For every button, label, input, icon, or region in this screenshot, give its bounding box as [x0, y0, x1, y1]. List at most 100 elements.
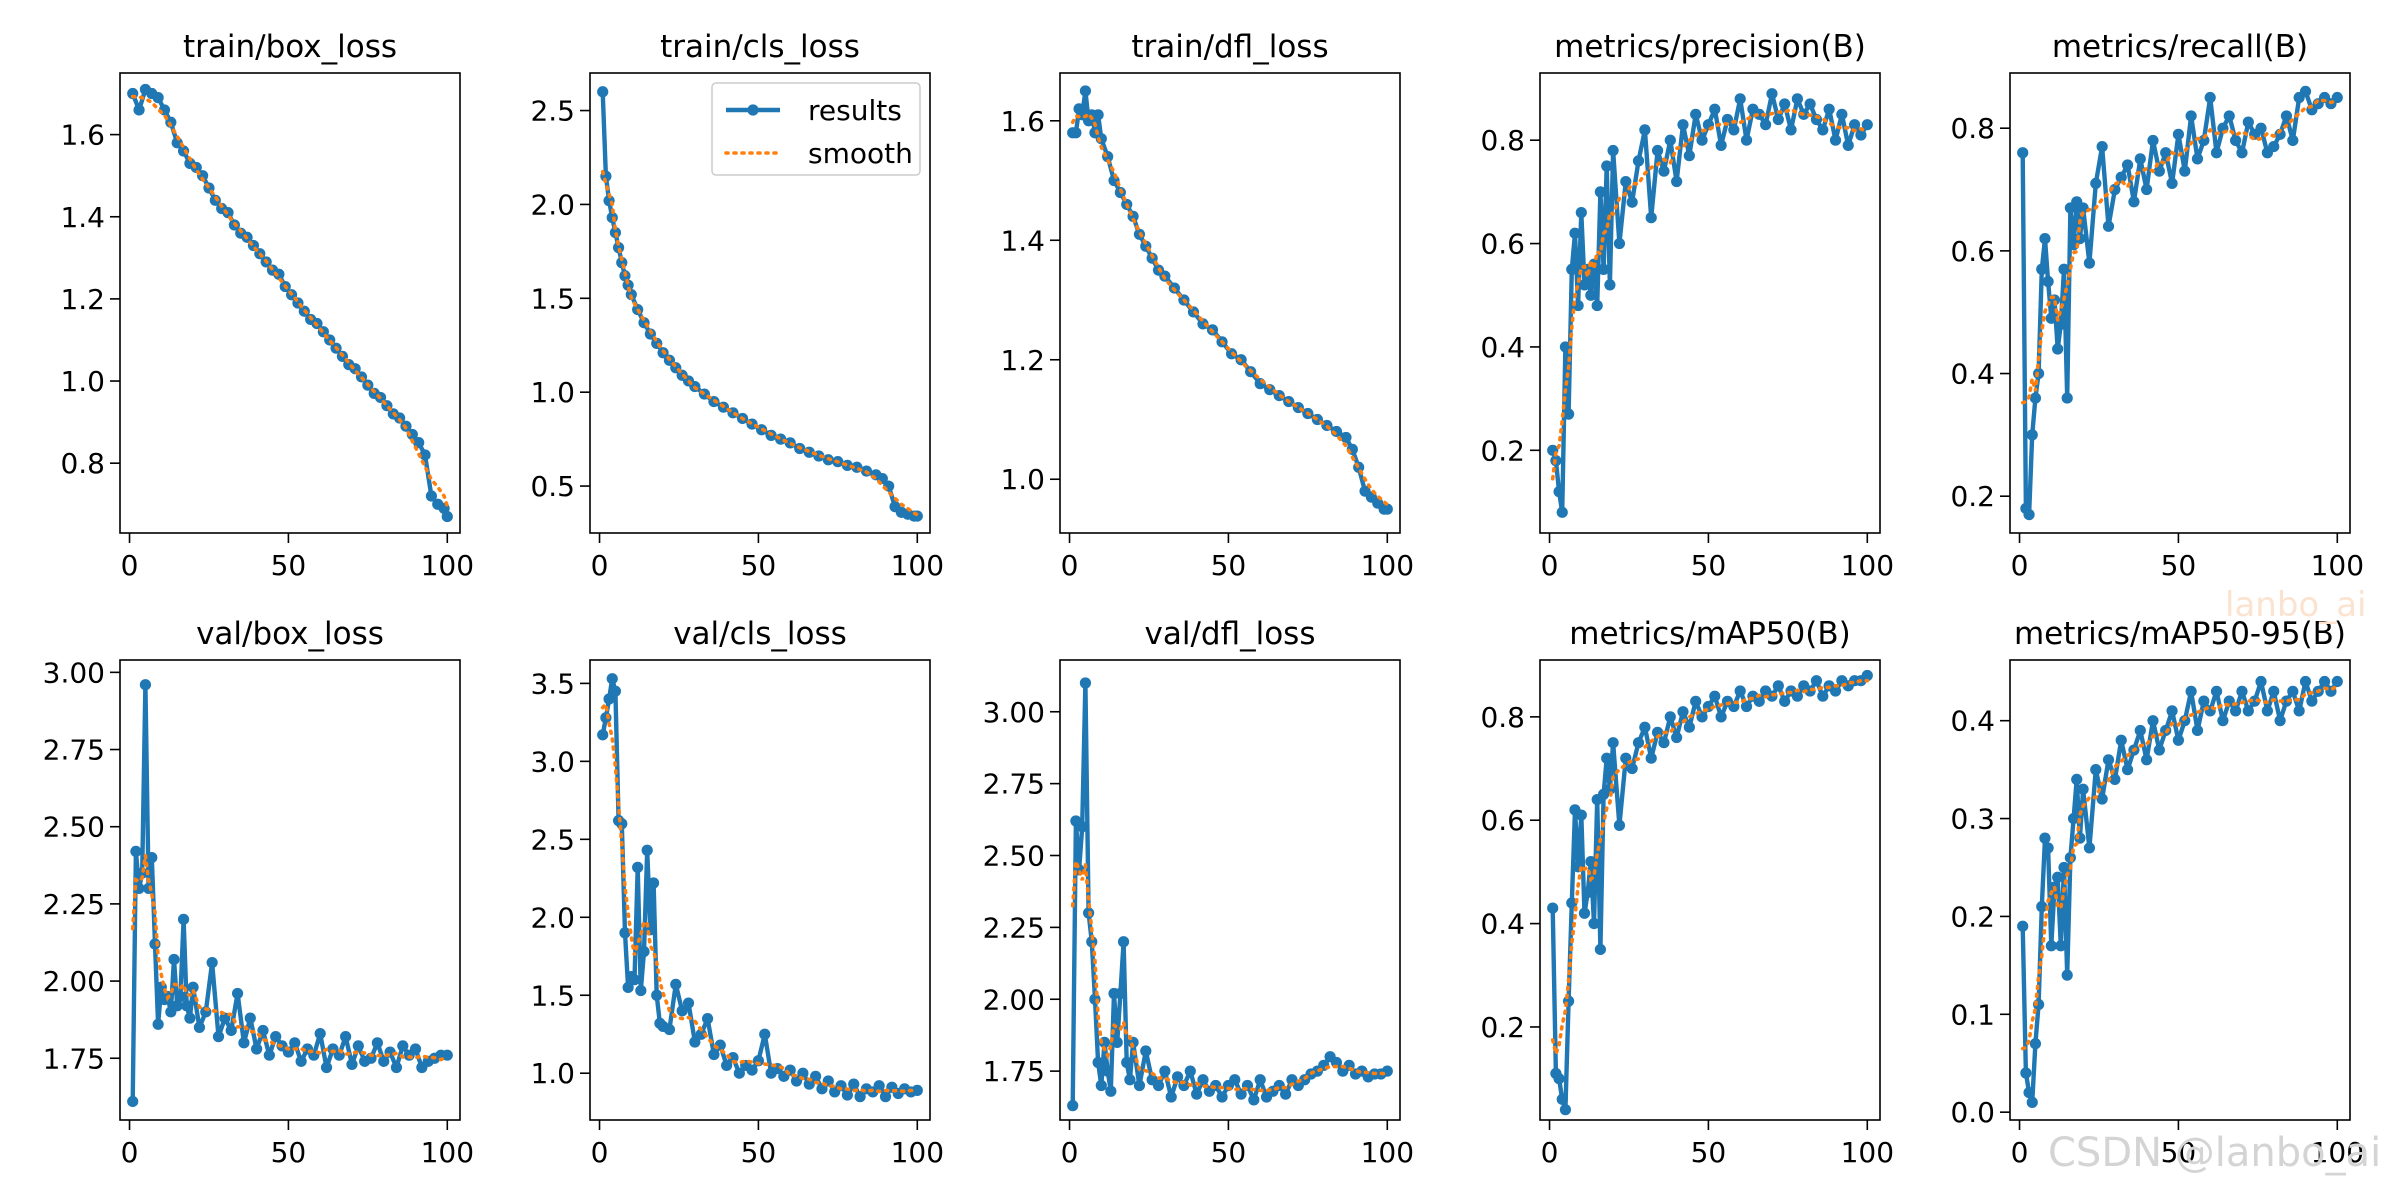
results-point [1121, 1056, 1133, 1069]
results-point [2236, 685, 2248, 697]
results-point [1677, 119, 1689, 131]
results-point [2036, 263, 2048, 275]
results-point [2204, 91, 2216, 104]
results-point [2230, 705, 2242, 717]
results-point [1076, 821, 1088, 833]
results-point [2039, 832, 2051, 844]
legend-box [711, 82, 921, 176]
results-point [911, 1084, 923, 1096]
results-point [1553, 486, 1565, 498]
subplot-title: val/dfl_loss [1145, 616, 1316, 652]
legend-results-label: results [808, 94, 902, 127]
smooth-line [130, 94, 450, 509]
results-point [733, 1067, 745, 1079]
results-point [2160, 147, 2172, 159]
results-point [641, 844, 653, 856]
results-point [1766, 88, 1778, 100]
results-point [721, 1059, 733, 1072]
results-point [1683, 721, 1695, 733]
results-point [2109, 773, 2121, 786]
subplot-title: metrics/mAP50(B) [1569, 616, 1850, 652]
results-point [2179, 165, 2191, 177]
x-tick-label: 0 [2011, 1136, 2029, 1169]
results-point [2331, 91, 2343, 104]
results-point [1575, 206, 1587, 219]
results-line [130, 682, 450, 1104]
results-point [2268, 685, 2280, 697]
results-point [1779, 98, 1791, 110]
results-point [1645, 212, 1657, 224]
results-point [2153, 165, 2165, 177]
results-point [1613, 237, 1626, 250]
results-point [152, 92, 164, 104]
results-point [603, 693, 615, 705]
results-point [181, 1000, 193, 1012]
results-point [2166, 177, 2178, 189]
results-point [1171, 1071, 1184, 1083]
results-point [2179, 715, 2191, 727]
results-point [231, 987, 244, 1000]
subplot-1: train/box_loss 0 50 100 0.8 1.0 1.2 1.4 1.6 [60, 29, 474, 582]
results-point [1197, 1074, 1209, 1086]
results-point [746, 1064, 758, 1076]
y-tick-label: 1.0 [1000, 463, 1045, 496]
results-point [273, 268, 285, 280]
results-point [1734, 685, 1746, 697]
results-point [1626, 196, 1638, 208]
results-point [701, 1013, 714, 1025]
x-tick-label: 50 [1691, 549, 1727, 582]
results-point [2026, 1096, 2038, 1108]
x-tick-label: 50 [1211, 549, 1247, 582]
x-tick-label: 100 [1841, 1136, 1894, 1169]
results-point [2141, 754, 2153, 766]
results-point [441, 1049, 453, 1061]
results-point [1728, 124, 1740, 136]
y-tick-label: 2.25 [983, 911, 1045, 944]
results-point [2128, 196, 2140, 208]
results-point [1772, 680, 1784, 692]
results-point [2029, 392, 2042, 404]
results-point [2020, 1067, 2032, 1079]
results-point [2287, 685, 2299, 697]
results-point [1690, 695, 1702, 707]
x-tick-label: 50 [1691, 1136, 1727, 1169]
x-tick-label: 0 [1061, 1136, 1079, 1169]
results-point [797, 1067, 809, 1079]
results-point [1588, 917, 1600, 930]
plot-frame [1059, 72, 1401, 534]
results-point [2242, 705, 2254, 717]
results-point [638, 945, 650, 958]
results-point [1677, 706, 1689, 718]
results-point [397, 1040, 409, 1052]
results-point [1165, 1091, 1177, 1103]
y-tick-label: 2.25 [43, 888, 105, 921]
results-point [2096, 141, 2108, 153]
results-point [2058, 263, 2070, 275]
results-point [2223, 110, 2235, 122]
y-tick-label: 2.50 [983, 840, 1045, 873]
y-tick-label: 3.0 [530, 745, 575, 778]
results-point [257, 1024, 269, 1037]
results-point [2052, 871, 2064, 883]
y-tick-label: 1.4 [60, 201, 105, 234]
y-tick-label: 0.4 [1950, 358, 1995, 391]
smooth-line [2020, 98, 2340, 405]
results-point [841, 1089, 853, 1101]
results-point [1740, 134, 1753, 146]
results-point [413, 437, 425, 449]
results-point [1585, 289, 1597, 301]
y-tick-label: 0.8 [1950, 112, 1995, 145]
results-point [1566, 263, 1578, 276]
results-point [619, 927, 631, 939]
results-point [2026, 429, 2038, 441]
results-point [320, 1061, 333, 1074]
results-point [1601, 752, 1613, 764]
results-point [1340, 431, 1352, 444]
results-point [1280, 1088, 1292, 1100]
y-tick-label: 0.4 [1480, 331, 1525, 364]
plot-frame [1539, 659, 1881, 1121]
x-tick-label: 0 [1541, 549, 1559, 582]
results-point [2045, 940, 2057, 952]
results-point [168, 953, 180, 966]
y-tick-label: 2.0 [530, 188, 575, 221]
